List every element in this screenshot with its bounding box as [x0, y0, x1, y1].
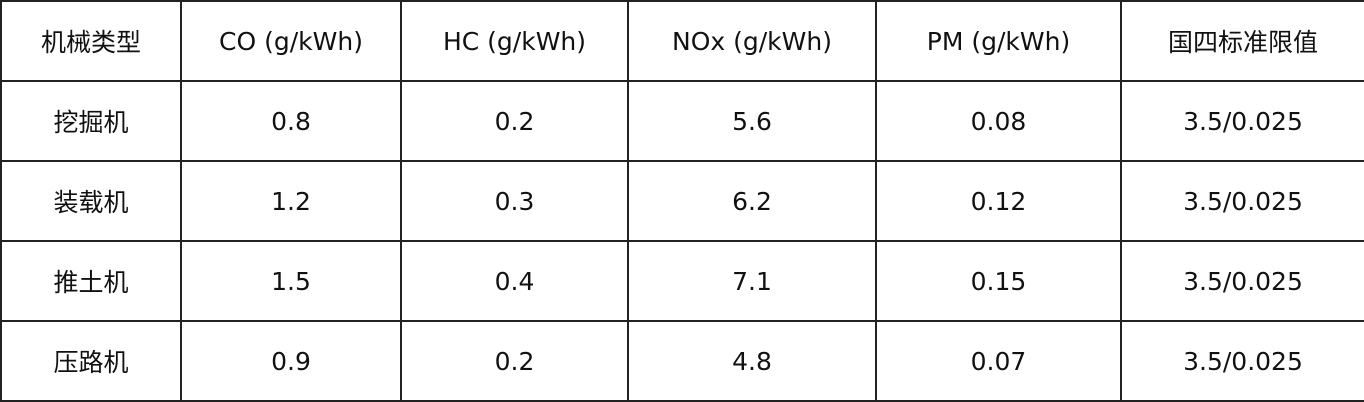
header-cell: 机械类型 [2, 2, 182, 82]
table-cell: 压路机 [2, 322, 182, 402]
table-cell: 0.08 [877, 82, 1122, 162]
table-cell: 0.2 [402, 322, 629, 402]
table-cell: 挖掘机 [2, 82, 182, 162]
table-cell: 3.5/0.025 [1122, 242, 1364, 322]
header-cell: HC (g/kWh) [402, 2, 629, 82]
table-cell: 6.2 [629, 162, 877, 242]
table-cell: 装载机 [2, 162, 182, 242]
table-cell: 推土机 [2, 242, 182, 322]
table-cell: 5.6 [629, 82, 877, 162]
table-cell: 0.2 [402, 82, 629, 162]
table-cell: 0.8 [182, 82, 402, 162]
table-cell: 3.5/0.025 [1122, 82, 1364, 162]
table-cell: 3.5/0.025 [1122, 162, 1364, 242]
table-cell: 3.5/0.025 [1122, 322, 1364, 402]
table-cell: 4.8 [629, 322, 877, 402]
table-cell: 1.5 [182, 242, 402, 322]
table-cell: 0.3 [402, 162, 629, 242]
table-cell: 1.2 [182, 162, 402, 242]
table-cell: 0.07 [877, 322, 1122, 402]
header-cell: PM (g/kWh) [877, 2, 1122, 82]
table-cell: 0.12 [877, 162, 1122, 242]
header-cell: NOx (g/kWh) [629, 2, 877, 82]
header-cell: 国四标准限值 [1122, 2, 1364, 82]
table-cell: 0.9 [182, 322, 402, 402]
table-cell: 0.4 [402, 242, 629, 322]
table-cell: 7.1 [629, 242, 877, 322]
header-cell: CO (g/kWh) [182, 2, 402, 82]
table-cell: 0.15 [877, 242, 1122, 322]
